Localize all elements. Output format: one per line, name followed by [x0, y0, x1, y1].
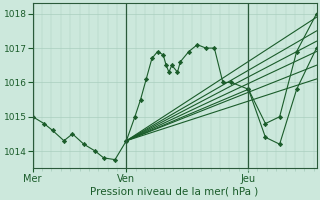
- X-axis label: Pression niveau de la mer( hPa ): Pression niveau de la mer( hPa ): [91, 187, 259, 197]
